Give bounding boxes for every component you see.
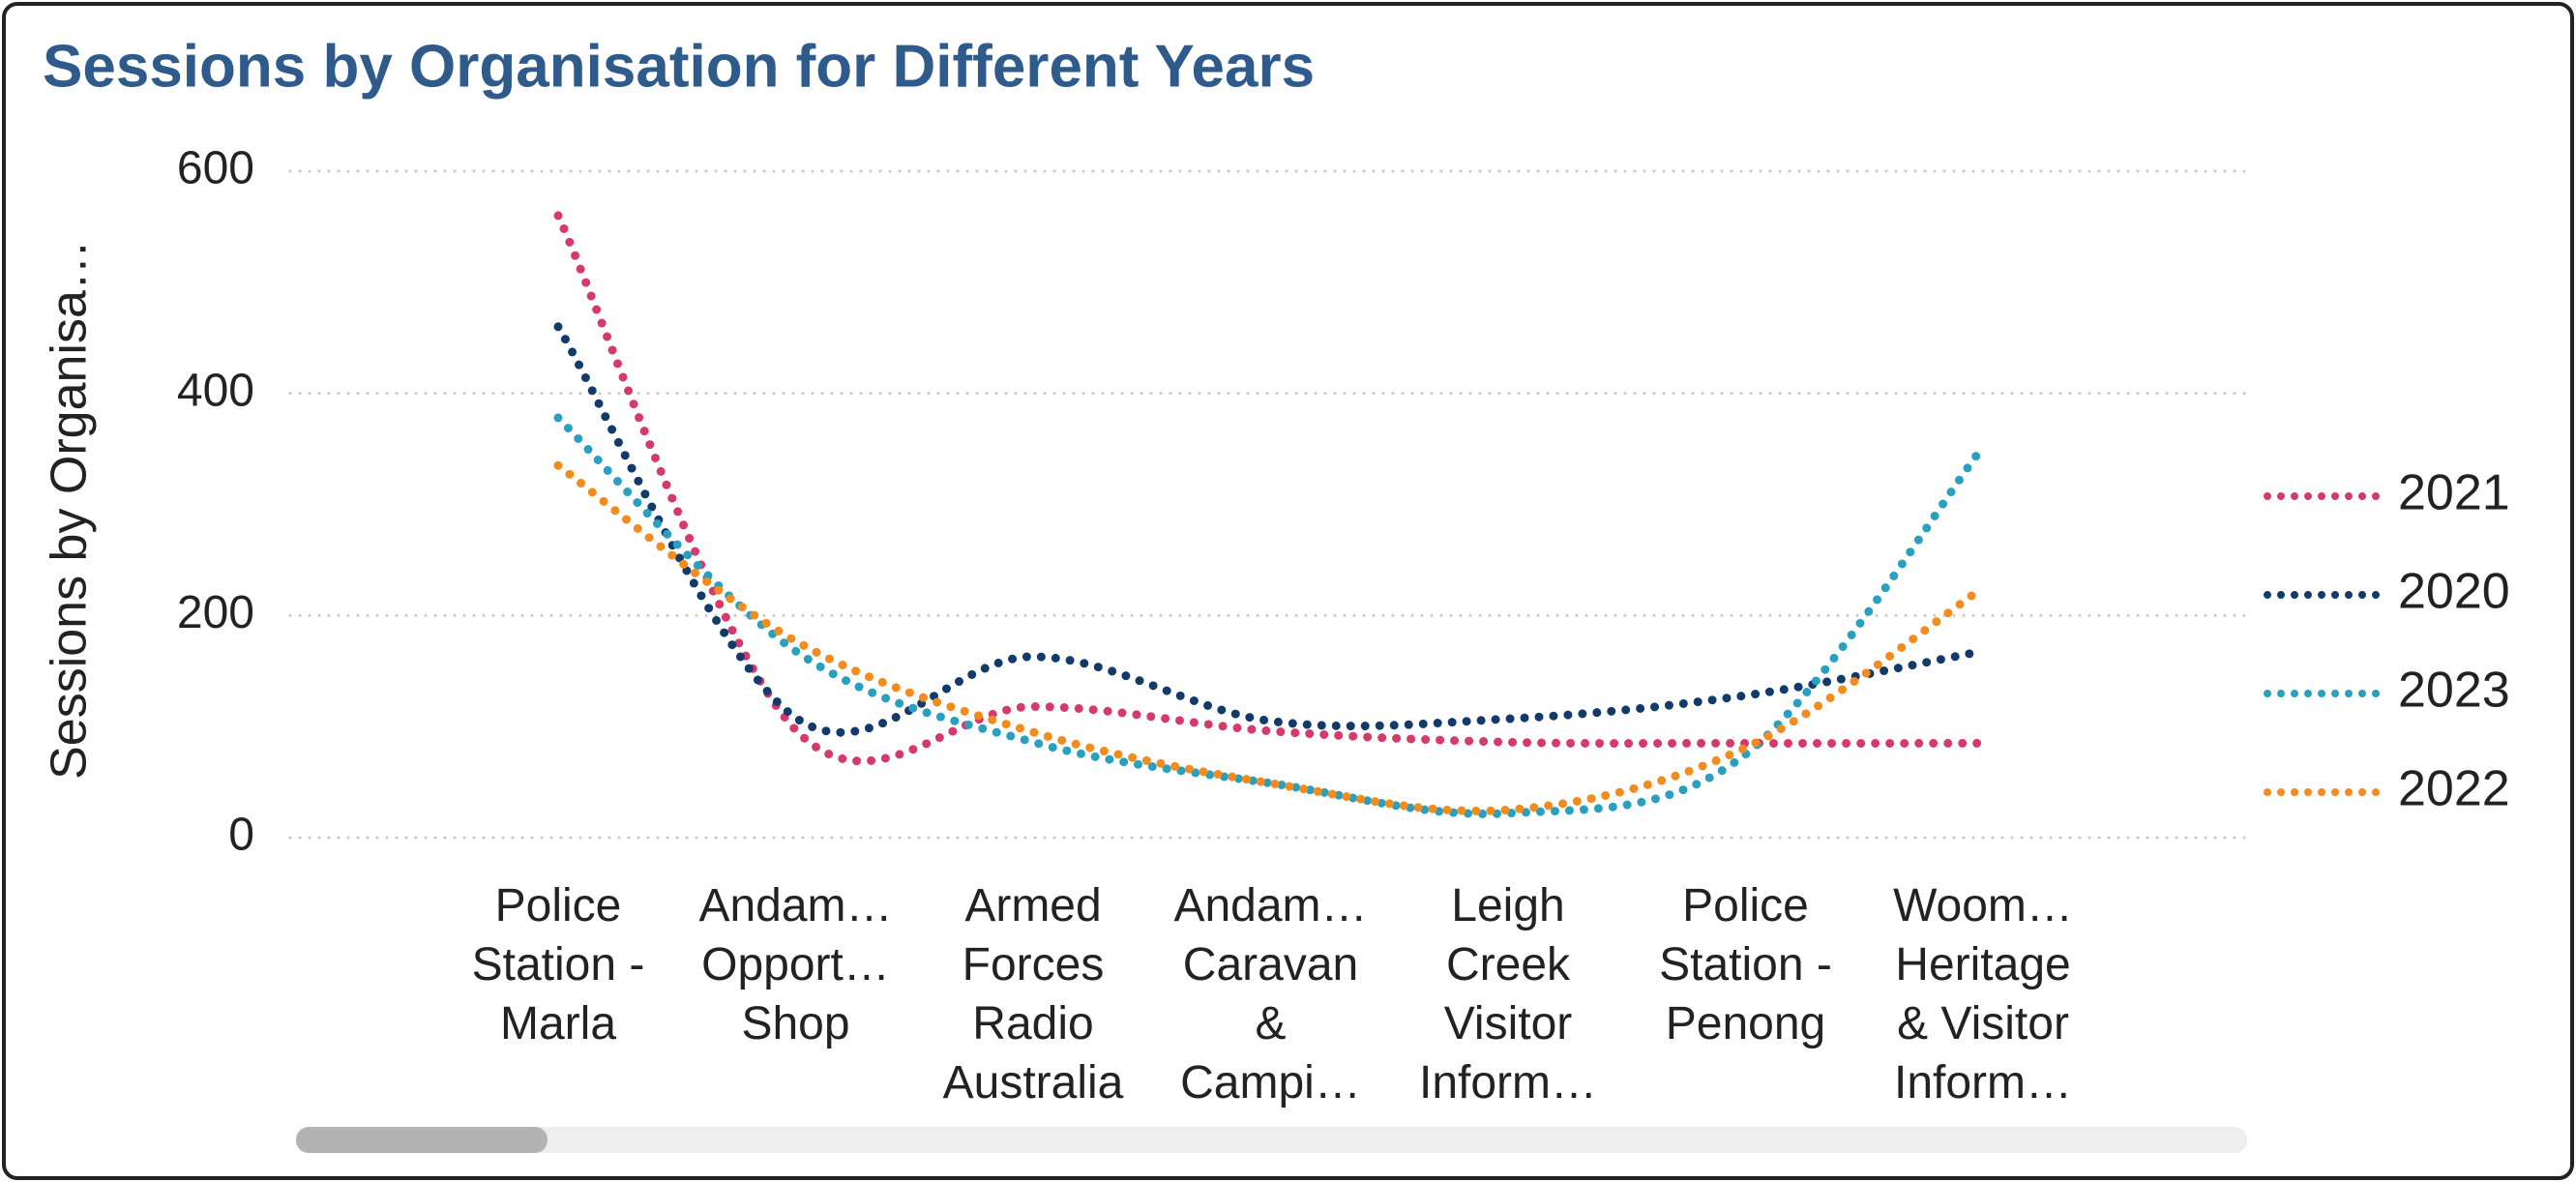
- chart-title: Sessions by Organisation for Different Y…: [43, 33, 1315, 100]
- legend-label: 2022: [2398, 761, 2510, 817]
- x-tick-label: Andam… Opport… Shop: [698, 880, 892, 1049]
- y-tick-label: 400: [177, 365, 254, 416]
- x-tick-label: Police Station -Penong: [1659, 880, 1832, 1049]
- x-tick-label: Armed Forces Radio Australia: [943, 880, 1124, 1108]
- line-series: [553, 322, 1988, 737]
- scrollbar-track[interactable]: [296, 1127, 2247, 1153]
- scrollbar-thumb[interactable]: [296, 1127, 548, 1153]
- legend-label: 2020: [2398, 564, 2510, 620]
- legend-label: 2021: [2398, 465, 2510, 521]
- x-tick-label: Leigh Creek Visitor Inform…: [1419, 880, 1597, 1108]
- y-tick-label: 200: [177, 587, 254, 638]
- line-series: [553, 460, 1988, 815]
- y-tick-label: 600: [177, 143, 254, 194]
- x-tick-label: Police Station -Marla: [472, 880, 645, 1049]
- y-tick-label: 0: [228, 810, 254, 861]
- x-tick-label: Woom… Heritage & Visitor Inform…: [1893, 880, 2073, 1108]
- y-axis-label: Sessions by Organisa…: [42, 240, 98, 780]
- line-series: [553, 211, 1988, 766]
- x-tick-label: Andam… Caravan & Campi…: [1173, 880, 1367, 1108]
- legend-label: 2023: [2398, 663, 2510, 719]
